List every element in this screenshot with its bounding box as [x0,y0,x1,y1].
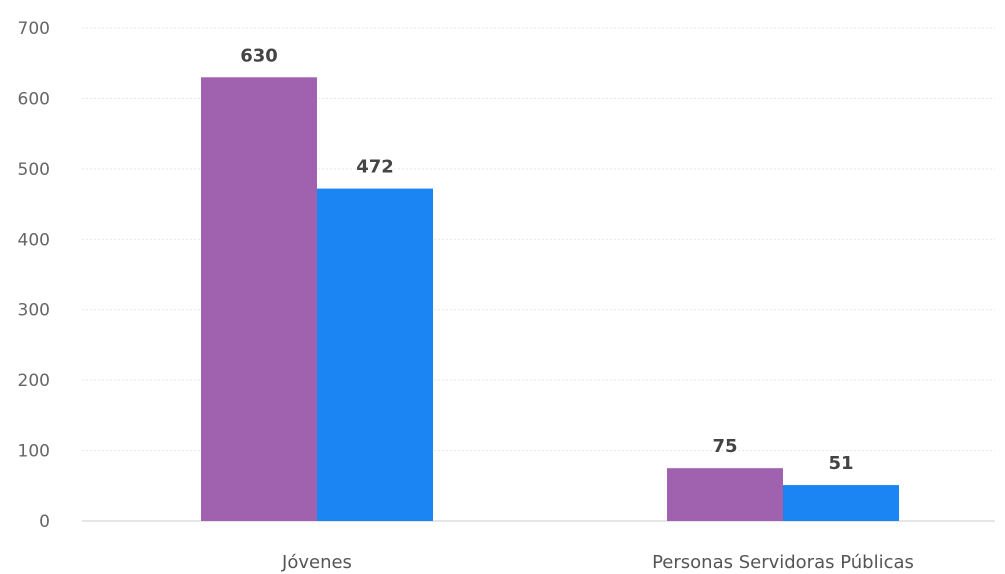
data-label: 472 [356,157,394,178]
bar-jovenes-series-2 [317,189,433,521]
y-tick-label: 100 [18,442,50,462]
bar-personas-servidoras-publicas-series-2 [783,485,899,521]
y-tick-label: 400 [18,230,50,250]
y-tick-label: 600 [18,89,50,109]
y-tick-label: 200 [18,371,50,391]
y-tick-label: 500 [18,160,50,180]
y-tick-label: 300 [18,301,50,321]
bar-personas-servidoras-publicas-series-1 [667,468,783,521]
x-category-label: Personas Servidoras Públicas [652,552,914,573]
data-label: 75 [712,436,737,457]
data-label: 630 [240,45,278,66]
y-tick-label: 0 [39,512,50,532]
x-axis-categories: Jóvenes Personas Servidoras Públicas [281,552,914,573]
x-category-label: Jóvenes [281,552,352,573]
y-axis-ticks: 0 100 200 300 400 500 600 700 [18,19,50,532]
y-tick-label: 700 [18,19,50,39]
data-label: 51 [828,453,853,474]
bars [201,77,899,521]
bar-jovenes-series-1 [201,77,317,521]
